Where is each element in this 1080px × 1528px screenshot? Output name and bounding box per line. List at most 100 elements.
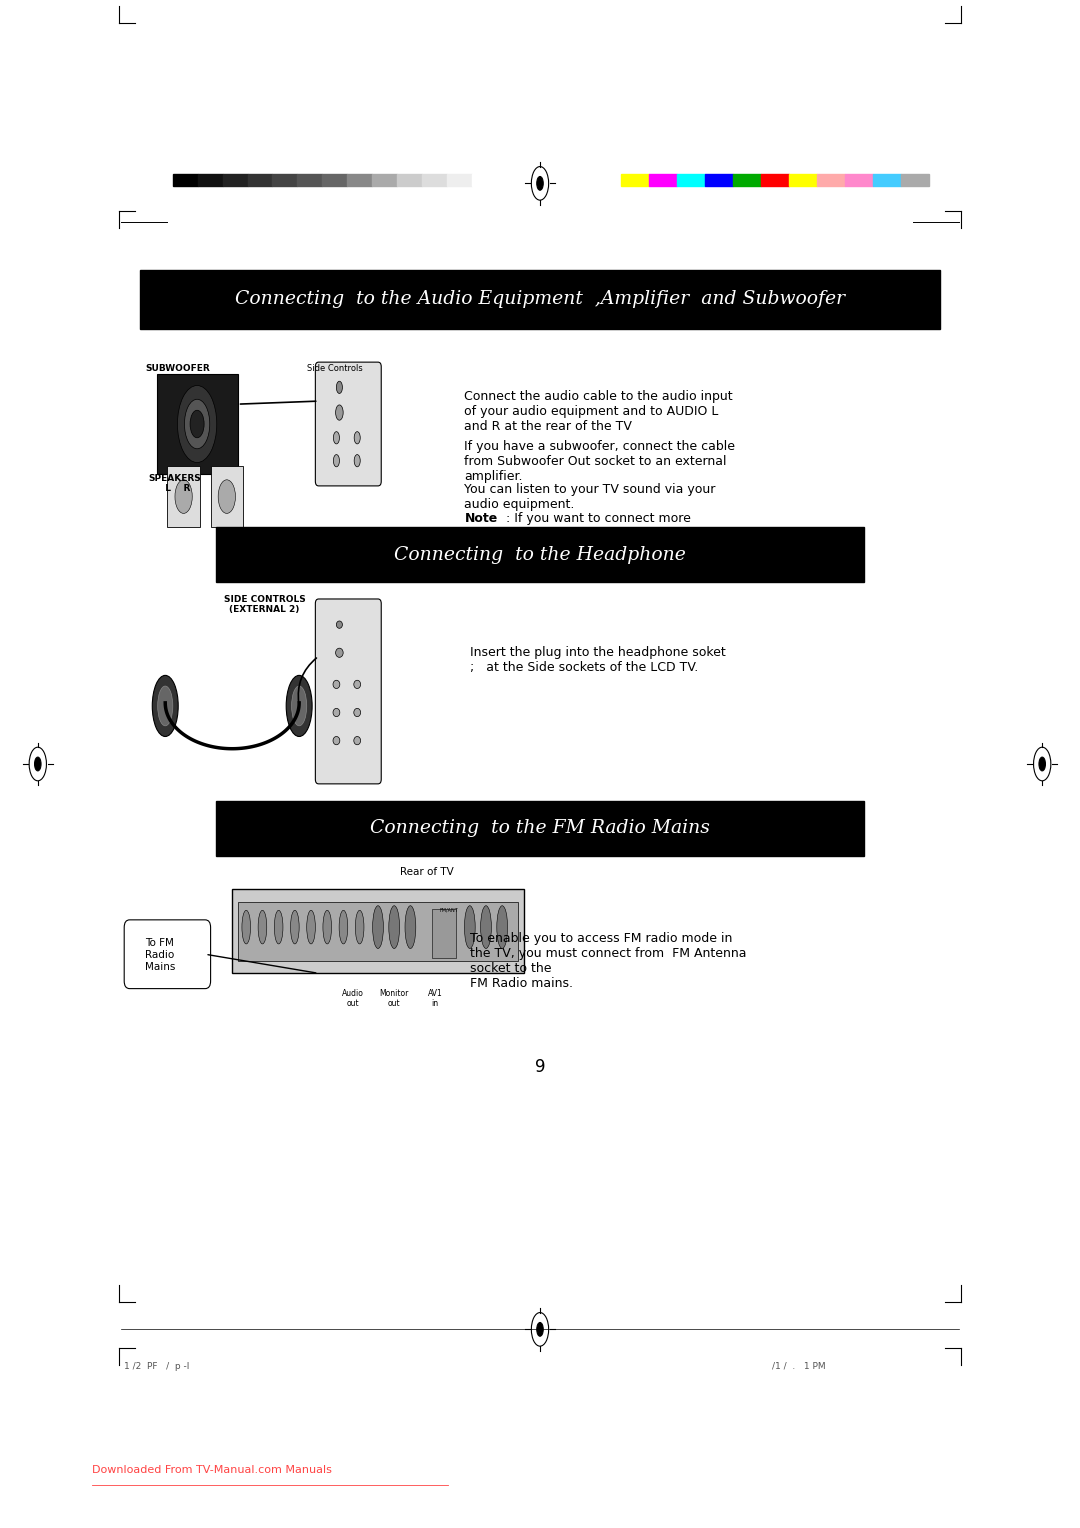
Bar	[788, 174, 816, 186]
Ellipse shape	[190, 411, 204, 439]
Ellipse shape	[537, 177, 543, 191]
Bar	[348, 174, 373, 186]
Text: If you have a subwoofer, connect the cable
from Subwoofer Out socket to an exter: If you have a subwoofer, connect the cab…	[464, 440, 735, 483]
Text: : If you want to connect more
equipment to your TV, consult your dealer.: : If you want to connect more equipment …	[502, 512, 770, 539]
Text: SPEAKERS
  L    R: SPEAKERS L R	[149, 474, 201, 494]
Ellipse shape	[354, 431, 361, 445]
Text: 9: 9	[535, 1057, 545, 1076]
Ellipse shape	[286, 675, 312, 736]
Text: Note: Note	[464, 512, 498, 526]
Bar	[272, 174, 297, 186]
Bar	[373, 174, 397, 186]
Text: Monitor
out: Monitor out	[379, 989, 409, 1008]
Bar	[621, 174, 649, 186]
Ellipse shape	[307, 911, 315, 944]
Text: FM/ANT: FM/ANT	[440, 908, 459, 912]
Ellipse shape	[333, 736, 340, 744]
Ellipse shape	[405, 906, 416, 949]
Ellipse shape	[177, 385, 217, 463]
Text: Rear of TV: Rear of TV	[400, 866, 454, 877]
Bar	[422, 174, 447, 186]
Ellipse shape	[258, 911, 267, 944]
Ellipse shape	[497, 906, 508, 949]
Bar	[167, 466, 200, 527]
Ellipse shape	[175, 480, 192, 513]
Ellipse shape	[336, 382, 342, 394]
Text: Connecting  to the Headphone: Connecting to the Headphone	[394, 545, 686, 564]
Text: Side Controls: Side Controls	[307, 364, 363, 373]
Ellipse shape	[354, 709, 361, 717]
Ellipse shape	[291, 911, 299, 944]
Ellipse shape	[334, 431, 339, 445]
Bar	[472, 174, 497, 186]
Ellipse shape	[333, 709, 340, 717]
Ellipse shape	[339, 911, 348, 944]
Bar	[649, 174, 677, 186]
Bar	[816, 174, 845, 186]
Ellipse shape	[292, 686, 307, 726]
Text: Connect the audio cable to the audio input
of your audio equipment and to AUDIO : Connect the audio cable to the audio inp…	[464, 390, 733, 432]
Bar	[297, 174, 322, 186]
Ellipse shape	[389, 906, 400, 949]
Bar	[173, 174, 198, 186]
Text: 1 /2  PF   /  p -l: 1 /2 PF / p -l	[124, 1361, 190, 1371]
Ellipse shape	[323, 911, 332, 944]
Text: To FM
Radio
Mains: To FM Radio Mains	[145, 938, 175, 972]
FancyBboxPatch shape	[315, 599, 381, 784]
Text: Insert the plug into the headphone soket
;   at the Side sockets of the LCD TV.: Insert the plug into the headphone soket…	[470, 646, 726, 674]
Bar	[322, 174, 348, 186]
Text: Connecting  to the Audio Equipment  ,Amplifier  and Subwoofer: Connecting to the Audio Equipment ,Ampli…	[235, 290, 845, 309]
Ellipse shape	[354, 736, 361, 744]
Ellipse shape	[334, 455, 339, 468]
Bar	[432, 909, 456, 958]
Ellipse shape	[152, 675, 178, 736]
Ellipse shape	[218, 480, 235, 513]
Text: Connecting  to the FM Radio Mains: Connecting to the FM Radio Mains	[370, 819, 710, 837]
Ellipse shape	[354, 455, 361, 468]
Ellipse shape	[242, 911, 251, 944]
Text: SUBWOOFER: SUBWOOFER	[146, 364, 211, 373]
Bar	[157, 374, 238, 474]
Bar	[761, 174, 788, 186]
Text: /1 /  .   1 PM: /1 / . 1 PM	[772, 1361, 826, 1371]
Ellipse shape	[336, 648, 343, 657]
Ellipse shape	[336, 620, 342, 628]
Bar	[232, 889, 524, 973]
FancyBboxPatch shape	[124, 920, 211, 989]
Bar	[447, 174, 472, 186]
Bar	[397, 174, 422, 186]
Ellipse shape	[35, 758, 41, 770]
Ellipse shape	[158, 686, 173, 726]
Ellipse shape	[355, 911, 364, 944]
Bar	[247, 174, 272, 186]
Bar	[216, 801, 864, 856]
Ellipse shape	[185, 399, 210, 449]
Text: Downloaded From TV-Manual.com Manuals: Downloaded From TV-Manual.com Manuals	[92, 1465, 332, 1475]
Text: Audio
out: Audio out	[342, 989, 364, 1008]
Ellipse shape	[373, 906, 383, 949]
Ellipse shape	[537, 1322, 543, 1335]
Bar	[705, 174, 733, 186]
Text: AV1
in: AV1 in	[428, 989, 443, 1008]
Ellipse shape	[336, 405, 343, 420]
Bar	[733, 174, 761, 186]
Ellipse shape	[464, 906, 475, 949]
Bar	[198, 174, 222, 186]
Text: SIDE CONTROLS
(EXTERNAL 2): SIDE CONTROLS (EXTERNAL 2)	[224, 594, 306, 614]
Text: To enable you to access FM radio mode in
the TV, you must connect from  FM Anten: To enable you to access FM radio mode in…	[470, 932, 746, 990]
Bar	[845, 174, 873, 186]
Bar	[901, 174, 929, 186]
Ellipse shape	[333, 680, 340, 689]
FancyBboxPatch shape	[315, 362, 381, 486]
Ellipse shape	[354, 680, 361, 689]
Bar	[222, 174, 247, 186]
Bar	[211, 466, 243, 527]
Bar	[216, 527, 864, 582]
Ellipse shape	[274, 911, 283, 944]
Bar	[238, 902, 518, 961]
Bar	[677, 174, 705, 186]
Ellipse shape	[1039, 758, 1045, 770]
Ellipse shape	[481, 906, 491, 949]
Bar	[873, 174, 901, 186]
Text: You can listen to your TV sound via your
audio equipment.: You can listen to your TV sound via your…	[464, 483, 716, 510]
